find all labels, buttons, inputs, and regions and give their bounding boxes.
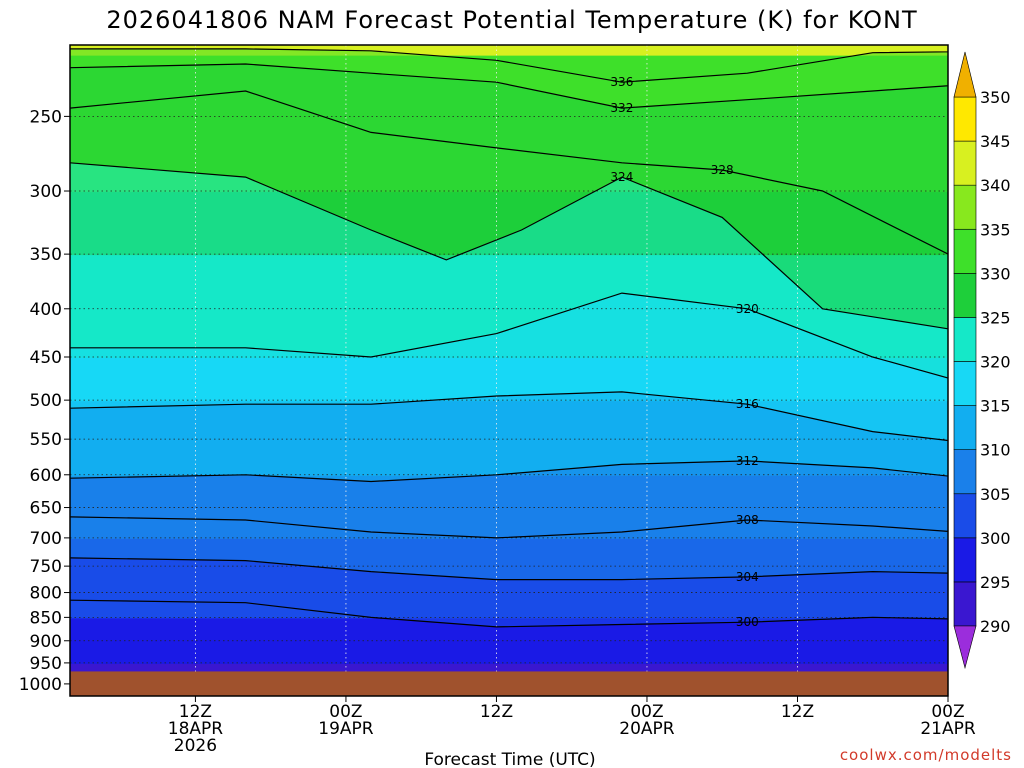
chart-title: 2026041806 NAM Forecast Potential Temper… [106,6,917,34]
y-tick-label: 250 [30,107,62,127]
contour-label: 324 [610,170,633,184]
colorbar-label: 310 [980,441,1011,460]
isentrope-fill [70,391,948,482]
x-tick-label: 21APR [920,719,976,739]
colorbar-label: 290 [980,617,1011,636]
shade-band [70,45,948,56]
y-tick-label: 350 [30,245,62,265]
y-tick-label: 300 [30,182,62,202]
isentrope-line [70,516,948,539]
y-tick-label: 800 [30,584,62,604]
colorbar: 290 295 300 305 310 315 320 325 330 335 340 345 350 [953,51,1011,670]
y-axis: 250 300 350 400 450 500 550 600 650 700 750 800 850 9… [19,107,70,695]
x-tick-label: 2026 [174,736,217,756]
y-tick-label: 550 [30,430,62,450]
contour-label: 336 [610,75,633,89]
colorbar-swatch [953,537,977,583]
contour-label: 332 [610,101,633,115]
x-tick-label: 00Z [630,702,663,722]
colorbar-swatch [953,361,977,406]
x-tick-label: 12Z [781,702,814,722]
colorbar-swatch [953,449,977,495]
y-tick-label: 750 [30,557,62,577]
colorbar-label: 315 [980,397,1011,416]
colorbar-label: 320 [980,353,1011,372]
colorbar-swatch [953,405,977,450]
contour-label: 300 [736,615,759,629]
isentrope-line [70,48,948,83]
colorbar-swatch [953,273,977,318]
colorbar-label: 340 [980,176,1011,195]
isentrope-line [70,162,948,330]
colorbar-over [953,51,977,98]
colorbar-under [953,625,977,670]
isentrope-line [70,557,948,581]
colorbar-label: 330 [980,264,1011,283]
colorbar-swatch [953,317,977,362]
colorbar-swatch [953,581,977,627]
colorbar-label: 305 [980,485,1011,504]
y-tick-label: 900 [30,632,62,652]
credit-text: coolwx.com/modelts [840,746,1012,764]
y-tick-label: 600 [30,466,62,486]
colorbar-label: 345 [980,132,1011,151]
y-tick-label: 950 [30,654,62,674]
colorbar-label: 325 [980,308,1011,327]
isentrope-fill [70,460,948,538]
colorbar-swatch [953,140,977,186]
isentrope-line [70,63,948,109]
y-tick-label: 850 [30,608,62,628]
x-tick-label: 20APR [619,719,675,739]
plot-area: 300 304 308 312 316 320 324 328 332 336 [70,45,948,696]
x-tick-label: 00Z [329,702,362,722]
colorbar-swatch [953,184,977,230]
y-tick-label: 400 [30,300,62,320]
y-tick-label: 650 [30,499,62,519]
contour-label: 304 [736,570,759,584]
colorbar-label: 335 [980,220,1011,239]
contour-label: 316 [736,397,759,411]
isentrope-fill [70,91,948,329]
y-tick-label: 1000 [19,675,62,695]
x-tick-label: 00Z [931,702,964,722]
y-tick-label: 500 [30,391,62,411]
contour-label: 308 [736,513,759,527]
x-tick-label: 19APR [318,719,374,739]
y-tick-label: 700 [30,529,62,549]
y-tick-label: 450 [30,348,62,368]
shade-band [70,640,948,664]
x-axis-label: Forecast Time (UTC) [424,750,595,768]
isentrope-fill [70,557,948,627]
colorbar-swatch [953,228,977,274]
contour-label: 320 [736,302,759,316]
x-tick-label: 12Z [480,702,513,722]
isentrope-line [70,599,948,628]
isentrope-line [70,292,948,379]
contour-label: 312 [736,454,759,468]
colorbar-swatch [953,493,977,539]
colorbar-label: 350 [980,88,1011,107]
isentrope-fill [70,64,948,255]
isentrope-line [70,391,948,442]
isentrope-fill [70,162,948,378]
isentrope-fill [70,48,948,109]
ground [70,671,948,696]
plot-frame [69,44,949,697]
x-tick-label: 18APR [168,719,224,739]
x-tick-label: 12Z [179,702,212,722]
isentrope-line [70,90,948,255]
colorbar-swatch [953,96,977,142]
isentrope-line [70,460,948,483]
colorbar-label: 300 [980,529,1011,548]
colorbar-label: 295 [980,573,1011,592]
contour-label: 328 [711,163,734,177]
